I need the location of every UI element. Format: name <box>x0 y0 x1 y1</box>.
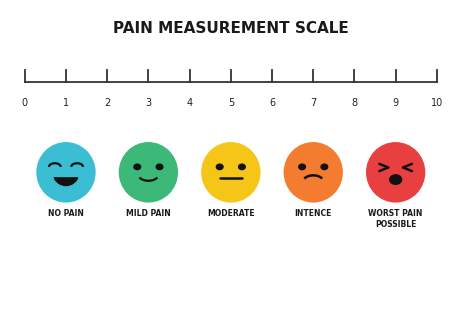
Text: PAIN MEASUREMENT SCALE: PAIN MEASUREMENT SCALE <box>113 21 349 36</box>
Text: INTENCE: INTENCE <box>294 209 332 218</box>
Text: 3: 3 <box>146 98 152 108</box>
Text: 10: 10 <box>431 98 443 108</box>
Text: 8: 8 <box>351 98 357 108</box>
Text: MODERATE: MODERATE <box>207 209 255 218</box>
Text: 7: 7 <box>310 98 316 108</box>
Ellipse shape <box>201 142 261 202</box>
Wedge shape <box>55 177 77 186</box>
Text: 0: 0 <box>22 98 28 108</box>
Text: MILD PAIN: MILD PAIN <box>126 209 171 218</box>
Text: NO PAIN: NO PAIN <box>48 209 84 218</box>
Text: 1: 1 <box>63 98 69 108</box>
Circle shape <box>134 164 141 169</box>
Circle shape <box>238 164 245 169</box>
Text: 5: 5 <box>228 98 234 108</box>
Ellipse shape <box>366 142 425 202</box>
Ellipse shape <box>118 142 178 202</box>
Text: 9: 9 <box>392 98 399 108</box>
Circle shape <box>156 164 163 169</box>
Circle shape <box>216 164 223 169</box>
Circle shape <box>299 164 305 169</box>
Text: 2: 2 <box>104 98 110 108</box>
Text: 6: 6 <box>269 98 275 108</box>
Text: 4: 4 <box>187 98 192 108</box>
Circle shape <box>321 164 328 169</box>
Ellipse shape <box>389 174 402 185</box>
Ellipse shape <box>283 142 343 202</box>
Ellipse shape <box>36 142 96 202</box>
Text: WORST PAIN
POSSIBLE: WORST PAIN POSSIBLE <box>368 209 423 229</box>
